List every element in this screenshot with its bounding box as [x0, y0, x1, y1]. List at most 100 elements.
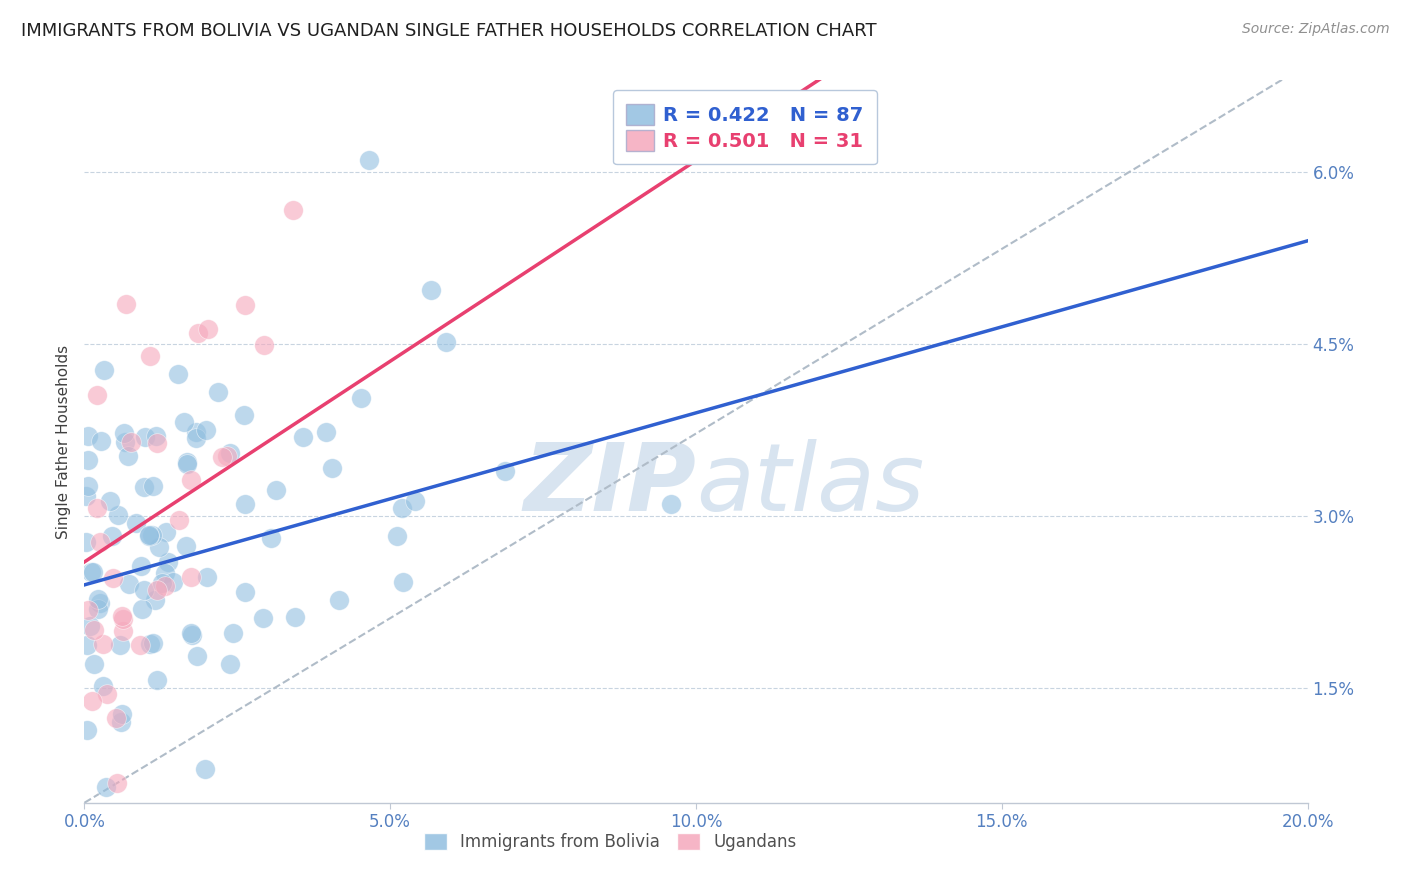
Point — [76, 723, 98, 737]
Point — [111, 706, 134, 721]
Point — [76, 479, 98, 493]
Point — [260, 531, 283, 545]
Point — [157, 555, 180, 569]
Point — [184, 431, 207, 445]
Point — [404, 494, 426, 508]
Point — [264, 483, 287, 498]
Point — [94, 780, 117, 794]
Point — [253, 338, 276, 352]
Point — [145, 429, 167, 443]
Point — [118, 576, 141, 591]
Point — [93, 363, 115, 377]
Point — [112, 624, 135, 638]
Point — [77, 452, 100, 467]
Point — [180, 474, 202, 488]
Point — [315, 425, 337, 439]
Point — [195, 423, 218, 437]
Point — [233, 496, 256, 510]
Point — [434, 334, 457, 349]
Point — [83, 623, 105, 637]
Point — [139, 349, 162, 363]
Point — [129, 638, 152, 652]
Point — [86, 501, 108, 516]
Point — [138, 529, 160, 543]
Point — [117, 449, 139, 463]
Point — [218, 446, 240, 460]
Point — [173, 416, 195, 430]
Point — [134, 480, 156, 494]
Point — [108, 638, 131, 652]
Point — [75, 489, 97, 503]
Point — [107, 508, 129, 522]
Point — [145, 435, 167, 450]
Point — [328, 593, 350, 607]
Point — [79, 565, 101, 579]
Point — [138, 528, 160, 542]
Point — [101, 529, 124, 543]
Point — [146, 673, 169, 687]
Point — [114, 434, 136, 449]
Point — [87, 601, 110, 615]
Point — [142, 479, 165, 493]
Point — [96, 687, 118, 701]
Point — [195, 570, 218, 584]
Point — [150, 576, 173, 591]
Point — [104, 711, 127, 725]
Point — [215, 449, 238, 463]
Point — [143, 593, 166, 607]
Point — [419, 283, 441, 297]
Point — [86, 591, 108, 606]
Point — [291, 430, 314, 444]
Point — [155, 566, 177, 581]
Point — [321, 461, 343, 475]
Point — [187, 326, 209, 340]
Point — [176, 454, 198, 468]
Point — [207, 384, 229, 399]
Point — [221, 626, 243, 640]
Point — [153, 579, 176, 593]
Point — [101, 571, 124, 585]
Point — [142, 636, 165, 650]
Point — [75, 535, 97, 549]
Point — [79, 619, 101, 633]
Text: ZIP: ZIP — [523, 439, 696, 531]
Point — [218, 657, 240, 671]
Point — [115, 296, 138, 310]
Point — [186, 649, 208, 664]
Point — [494, 464, 516, 478]
Point — [82, 694, 104, 708]
Point — [110, 714, 132, 729]
Point — [283, 203, 305, 218]
Point — [350, 391, 373, 405]
Point — [91, 637, 114, 651]
Text: Source: ZipAtlas.com: Source: ZipAtlas.com — [1241, 22, 1389, 37]
Point — [162, 575, 184, 590]
Point — [252, 611, 274, 625]
Y-axis label: Single Father Households: Single Father Households — [56, 344, 72, 539]
Point — [76, 638, 98, 652]
Point — [90, 434, 112, 449]
Point — [105, 776, 128, 790]
Point — [82, 565, 104, 579]
Point — [391, 500, 413, 515]
Point — [89, 535, 111, 549]
Point — [91, 679, 114, 693]
Point — [357, 153, 380, 168]
Point — [284, 610, 307, 624]
Legend: Immigrants from Bolivia, Ugandans: Immigrants from Bolivia, Ugandans — [415, 825, 806, 860]
Point — [181, 628, 204, 642]
Point — [184, 425, 207, 439]
Point — [146, 583, 169, 598]
Point — [180, 570, 202, 584]
Point — [148, 541, 170, 555]
Point — [111, 612, 134, 626]
Point — [120, 434, 142, 449]
Point — [134, 430, 156, 444]
Point — [659, 497, 682, 511]
Point — [89, 596, 111, 610]
Point — [194, 762, 217, 776]
Text: IMMIGRANTS FROM BOLIVIA VS UGANDAN SINGLE FATHER HOUSEHOLDS CORRELATION CHART: IMMIGRANTS FROM BOLIVIA VS UGANDAN SINGL… — [21, 22, 877, 40]
Point — [129, 559, 152, 574]
Point — [232, 408, 254, 422]
Point — [174, 539, 197, 553]
